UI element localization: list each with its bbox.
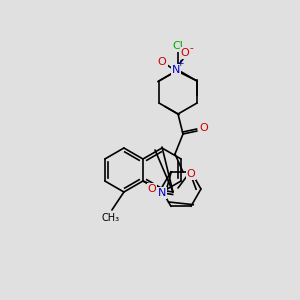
- Text: O: O: [200, 123, 208, 133]
- Text: O: O: [187, 169, 195, 179]
- Text: O: O: [148, 184, 156, 194]
- Text: +: +: [176, 59, 184, 68]
- Text: Cl: Cl: [172, 41, 183, 51]
- Text: O: O: [181, 48, 189, 58]
- Text: -: -: [189, 43, 193, 53]
- Text: N: N: [172, 65, 180, 75]
- Text: N: N: [158, 188, 166, 198]
- Text: CH₃: CH₃: [102, 213, 120, 223]
- Text: O: O: [158, 57, 167, 67]
